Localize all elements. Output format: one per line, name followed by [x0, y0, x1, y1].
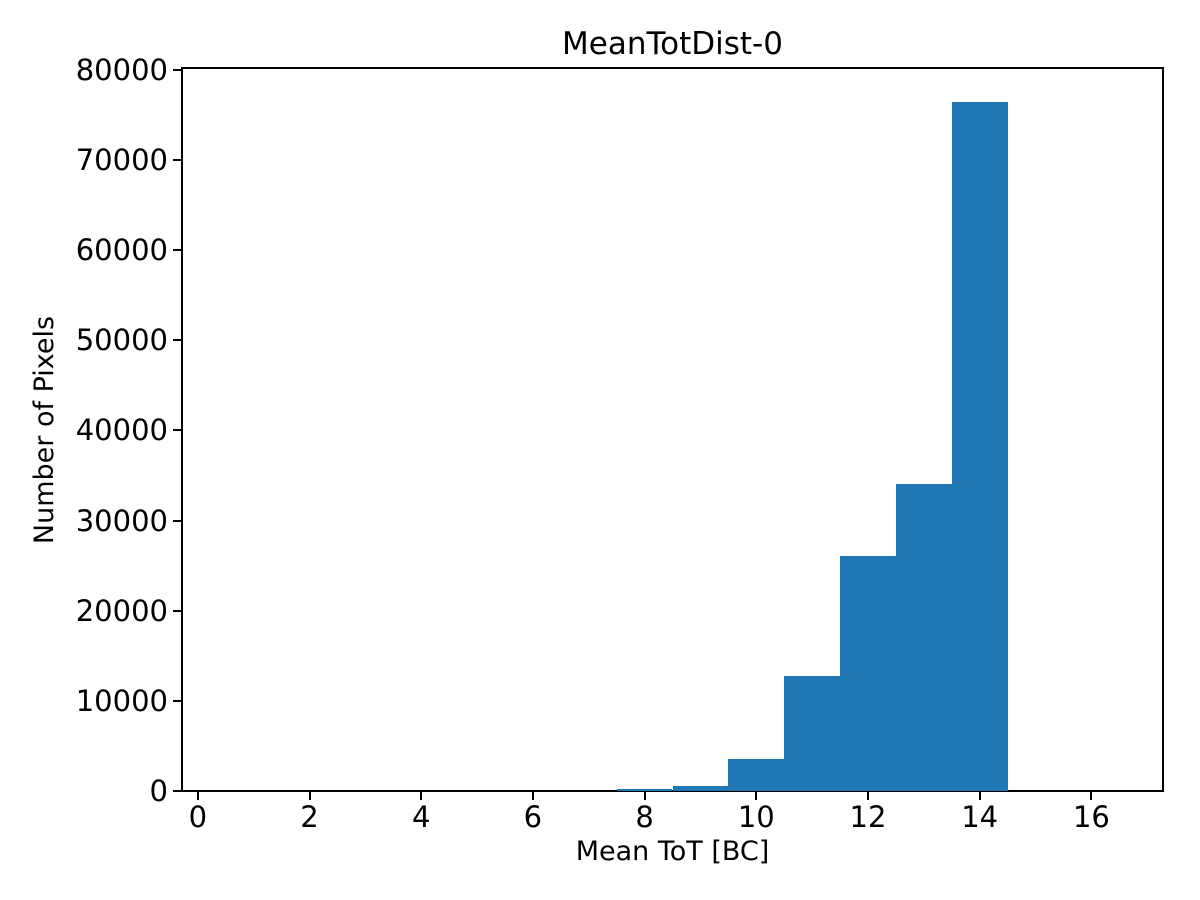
y-tick-mark — [173, 429, 181, 432]
y-tick-mark — [173, 519, 181, 522]
x-tick-mark — [755, 792, 758, 800]
x-tick-mark — [308, 792, 311, 800]
plot-area — [181, 67, 1164, 792]
x-tick-label: 8 — [635, 800, 654, 834]
x-tick-mark — [1090, 792, 1093, 800]
x-tick-label: 12 — [849, 800, 887, 834]
x-tick-label: 4 — [411, 800, 431, 834]
y-tick-mark — [173, 790, 181, 792]
y-tick-label: 60000 — [75, 233, 168, 268]
x-tick-mark — [643, 792, 646, 800]
chart-title: MeanTotDist-0 — [562, 26, 783, 62]
histogram-bar — [840, 555, 896, 791]
y-tick-mark — [173, 159, 181, 161]
y-tick-label: 30000 — [75, 503, 168, 538]
y-tick-mark — [173, 699, 181, 702]
histogram-bar — [616, 788, 673, 791]
x-tick-label: 6 — [523, 800, 543, 834]
histogram-bar — [951, 102, 1008, 791]
y-tick-mark — [173, 609, 181, 612]
y-tick-label: 0 — [149, 774, 168, 808]
histogram-bar — [728, 758, 785, 791]
x-tick-label: 16 — [1072, 800, 1110, 834]
x-tick-label: 14 — [961, 800, 999, 834]
histogram-bar — [672, 785, 729, 791]
x-tick-mark — [978, 792, 981, 800]
histogram-bar — [784, 675, 841, 791]
x-tick-mark — [420, 792, 423, 800]
y-axis-label: Number of Pixels — [29, 315, 60, 545]
y-tick-label: 40000 — [75, 413, 168, 448]
y-tick-label: 50000 — [75, 323, 168, 358]
y-tick-mark — [173, 339, 181, 342]
x-axis-label: Mean ToT [BC] — [575, 836, 770, 867]
x-tick-mark — [531, 792, 534, 800]
x-tick-mark — [867, 792, 869, 800]
y-tick-label: 70000 — [75, 143, 168, 177]
x-tick-mark — [196, 792, 199, 800]
y-tick-label: 80000 — [75, 52, 168, 87]
histogram-bar — [895, 484, 952, 791]
x-tick-label: 0 — [188, 800, 208, 834]
x-tick-label: 10 — [737, 800, 775, 834]
y-tick-label: 10000 — [75, 683, 168, 718]
y-tick-mark — [173, 68, 181, 71]
y-tick-mark — [173, 249, 181, 252]
y-tick-label: 20000 — [75, 593, 168, 628]
x-tick-label: 2 — [300, 800, 319, 834]
